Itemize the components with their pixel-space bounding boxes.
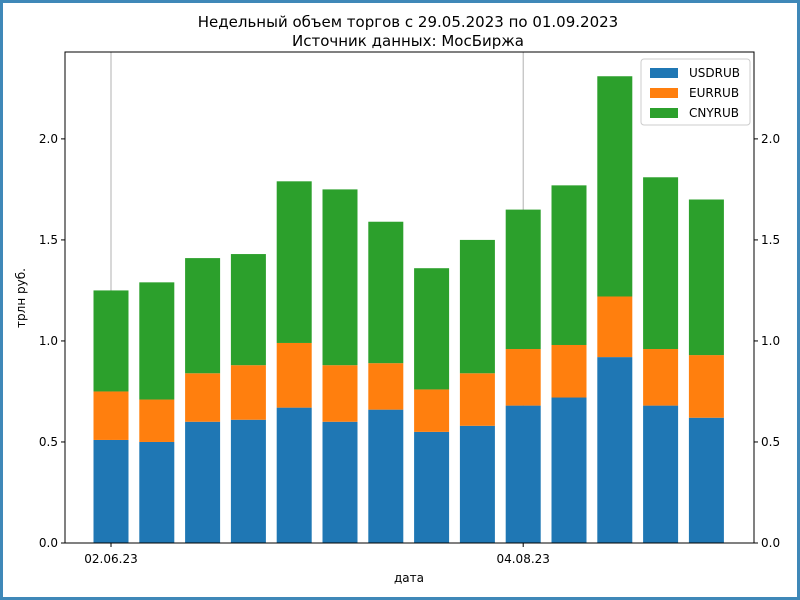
bar-eurrub-3 bbox=[230, 365, 266, 420]
bar-usdrub-2 bbox=[185, 421, 221, 543]
bar-usdrub-13 bbox=[688, 417, 724, 543]
bar-usdrub-4 bbox=[276, 407, 312, 543]
bar-eurrub-8 bbox=[459, 373, 495, 426]
bar-eurrub-9 bbox=[505, 349, 541, 406]
legend-swatch-usdrub bbox=[650, 68, 678, 78]
bar-usdrub-8 bbox=[459, 425, 495, 543]
x-axis-label: дата bbox=[394, 571, 424, 585]
bar-cnyrub-4 bbox=[276, 181, 312, 343]
legend-label-eurrub: EURRUB bbox=[689, 86, 739, 100]
bar-eurrub-11 bbox=[597, 296, 633, 358]
bar-eurrub-7 bbox=[414, 389, 450, 432]
bar-usdrub-11 bbox=[597, 357, 633, 543]
bar-usdrub-7 bbox=[414, 431, 450, 543]
bar-usdrub-3 bbox=[230, 419, 266, 543]
bar-cnyrub-5 bbox=[322, 189, 358, 366]
chart-title: Недельный объем торгов с 29.05.2023 по 0… bbox=[198, 13, 618, 31]
bar-eurrub-5 bbox=[322, 365, 358, 422]
bar-usdrub-10 bbox=[551, 397, 587, 543]
bar-eurrub-10 bbox=[551, 344, 587, 398]
bar-usdrub-1 bbox=[139, 441, 175, 543]
bar-eurrub-1 bbox=[139, 399, 175, 442]
bar-eurrub-6 bbox=[368, 363, 404, 410]
chart-subtitle: Источник данных: МосБиржа bbox=[292, 32, 524, 50]
bar-eurrub-0 bbox=[93, 391, 129, 440]
bar-eurrub-2 bbox=[185, 373, 221, 422]
bar-usdrub-9 bbox=[505, 405, 541, 543]
y-tick-label-left: 1.0 bbox=[39, 334, 58, 348]
bar-cnyrub-8 bbox=[459, 239, 495, 374]
x-tick-label: 04.08.23 bbox=[496, 552, 549, 566]
text-layer: Недельный объем торгов с 29.05.2023 по 0… bbox=[14, 13, 618, 585]
y-tick-label-right: 0.0 bbox=[761, 536, 780, 550]
bar-cnyrub-11 bbox=[597, 76, 633, 297]
y-tick-label-left: 1.5 bbox=[39, 233, 58, 247]
bar-cnyrub-3 bbox=[230, 254, 266, 366]
bar-cnyrub-13 bbox=[688, 199, 724, 356]
legend-swatch-eurrub bbox=[650, 88, 678, 98]
y-tick-label-right: 1.0 bbox=[761, 334, 780, 348]
y-tick-label-left: 0.0 bbox=[39, 536, 58, 550]
legend: USDRUB EURRUB CNYRUB bbox=[640, 58, 751, 126]
bar-eurrub-13 bbox=[688, 355, 724, 418]
bar-cnyrub-1 bbox=[139, 282, 175, 400]
y-tick-label-right: 2.0 bbox=[761, 132, 780, 146]
bar-cnyrub-6 bbox=[368, 221, 404, 364]
legend-label-cnyrub: CNYRUB bbox=[689, 106, 739, 120]
y-tick-label-left: 0.5 bbox=[39, 435, 58, 449]
bar-cnyrub-0 bbox=[93, 290, 129, 392]
bar-cnyrub-7 bbox=[414, 268, 450, 390]
bar-cnyrub-12 bbox=[643, 177, 679, 350]
axes-layer: 0.0 0.0 0.5 0.5 1.0 1.0 1.5 1.5 2.0 2.0 02.06.23 04… bbox=[39, 51, 780, 566]
bar-eurrub-12 bbox=[643, 349, 679, 406]
bars-layer bbox=[93, 76, 724, 543]
y-tick-label-right: 1.5 bbox=[761, 233, 780, 247]
plot-border bbox=[64, 51, 755, 544]
bar-cnyrub-2 bbox=[185, 258, 221, 374]
bar-cnyrub-9 bbox=[505, 209, 541, 350]
y-tick-label-right: 0.5 bbox=[761, 435, 780, 449]
y-axis-label: трлн руб. bbox=[14, 268, 28, 328]
bar-usdrub-12 bbox=[643, 405, 679, 543]
x-tick-label: 02.06.23 bbox=[84, 552, 137, 566]
bar-cnyrub-10 bbox=[551, 185, 587, 345]
bar-usdrub-5 bbox=[322, 421, 358, 543]
legend-swatch-cnyrub bbox=[650, 108, 678, 118]
bar-usdrub-0 bbox=[93, 439, 129, 543]
y-tick-label-left: 2.0 bbox=[39, 132, 58, 146]
legend-label-usdrub: USDRUB bbox=[689, 66, 740, 80]
bar-eurrub-4 bbox=[276, 342, 312, 408]
bar-usdrub-6 bbox=[368, 409, 404, 543]
